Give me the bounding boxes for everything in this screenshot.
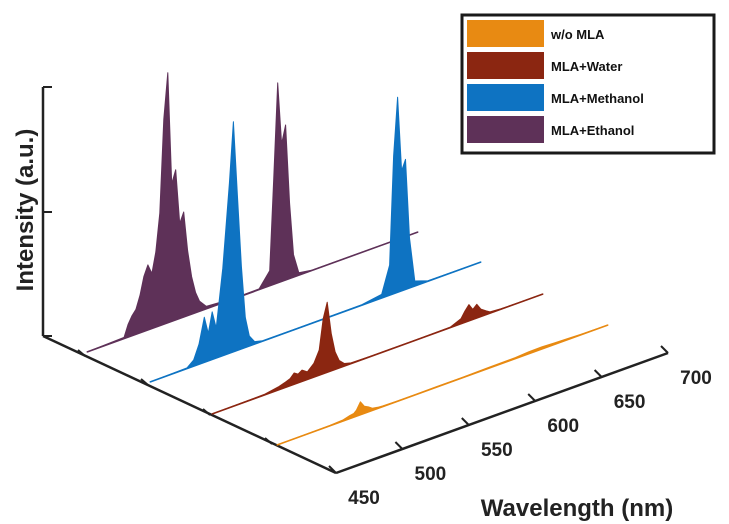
x-tick-mark [660, 345, 669, 354]
x-axis-title: Wavelength (nm) [481, 495, 673, 522]
legend-swatch [467, 20, 544, 47]
spectrum-baseline [149, 261, 482, 383]
x-tick-label: 700 [680, 368, 712, 389]
legend-swatch [467, 52, 544, 79]
legend-label: MLA+Ethanol [551, 123, 634, 138]
wavelength-axis-line [335, 351, 669, 475]
series-axis-tick [140, 378, 149, 386]
x-tick-label: 500 [415, 464, 447, 485]
legend-label: w/o MLA [550, 27, 605, 42]
series-axis-line [42, 334, 337, 475]
x-tick-mark [527, 393, 536, 402]
spectrum-mla-ethanol [86, 72, 419, 353]
x-tick-label: 650 [614, 392, 646, 413]
x-tick-mark [461, 417, 470, 426]
series-axis-ticks [77, 349, 273, 445]
legend-swatch [467, 84, 544, 111]
spectrum-baseline [211, 293, 544, 415]
legend: w/o MLA MLA+Water MLA+Methanol MLA+Ethanol [460, 13, 716, 155]
spectra-group [86, 72, 609, 446]
x-tick-label: 550 [481, 440, 513, 461]
spectrum-mla-methanol [149, 96, 482, 383]
y-axis-title: Intensity (a.u.) [12, 129, 39, 292]
series-axis-tick [264, 437, 273, 445]
spectrum-baseline [276, 324, 609, 446]
x-tick-mark [593, 369, 603, 378]
wavelength-axis-ticks: 450 500 550 600 650 700 [328, 345, 712, 509]
series-axis-tick [77, 349, 86, 357]
x-tick-mark [328, 465, 337, 474]
x-tick-label: 600 [547, 416, 579, 437]
legend-label: MLA+Methanol [551, 91, 644, 106]
legend-label: MLA+Water [551, 59, 622, 74]
legend-swatch [467, 116, 544, 143]
spectrum-baseline [86, 231, 419, 353]
x-tick-label: 450 [348, 488, 380, 509]
x-tick-mark [394, 441, 404, 450]
series-axis-tick [202, 408, 211, 416]
